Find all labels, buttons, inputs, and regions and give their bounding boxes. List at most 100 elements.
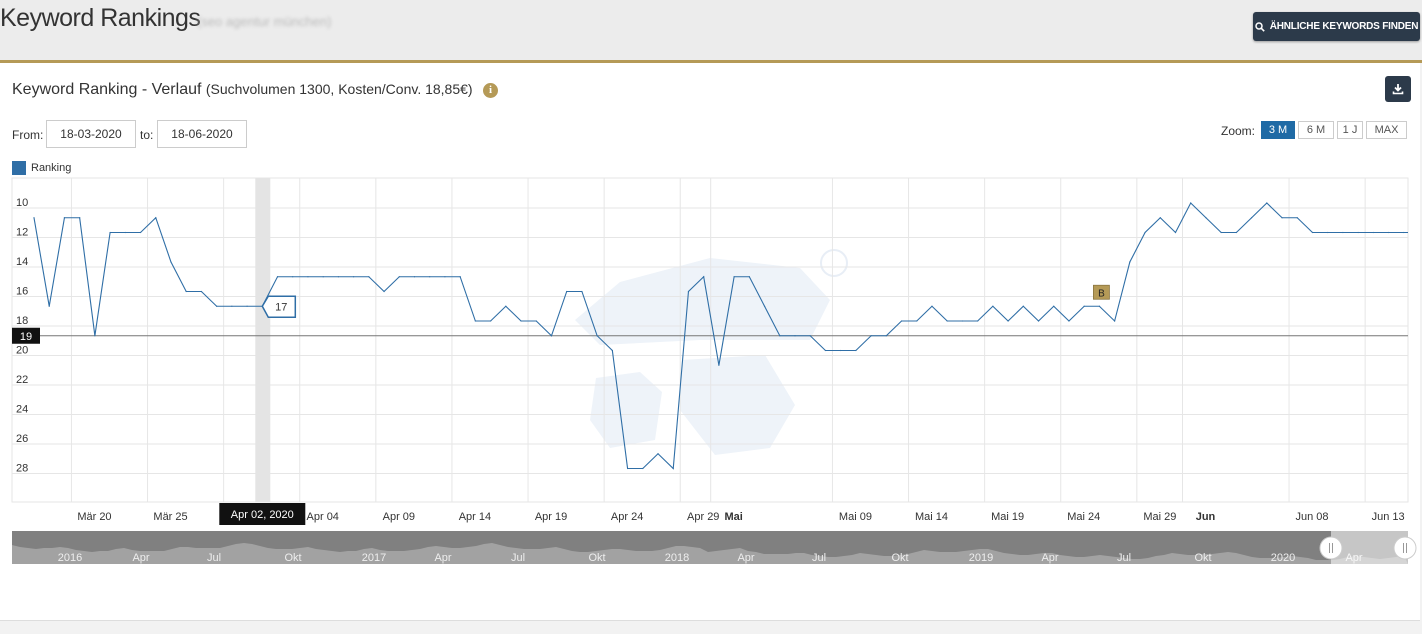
data-point[interactable] [1190, 202, 1192, 204]
data-point[interactable] [383, 290, 385, 293]
zoom-6m-button[interactable]: 6 M [1298, 121, 1334, 139]
data-point[interactable] [824, 349, 827, 352]
data-point[interactable] [63, 217, 66, 219]
data-point[interactable] [748, 276, 750, 278]
data-point[interactable] [276, 276, 279, 278]
data-point[interactable] [535, 320, 537, 322]
data-point[interactable] [992, 305, 994, 307]
data-point[interactable] [550, 335, 553, 337]
data-point[interactable] [1022, 305, 1024, 307]
from-date-input[interactable] [46, 120, 136, 148]
data-point[interactable] [231, 305, 233, 307]
data-point[interactable] [1418, 232, 1419, 233]
data-point[interactable] [657, 453, 659, 455]
data-point[interactable] [1403, 231, 1405, 234]
data-point[interactable] [1068, 320, 1070, 322]
data-point[interactable] [703, 276, 705, 278]
data-point[interactable] [1098, 305, 1100, 307]
data-point[interactable] [322, 276, 324, 278]
data-point[interactable] [459, 276, 461, 278]
data-point[interactable] [444, 276, 446, 278]
data-point[interactable] [1296, 217, 1298, 219]
data-point[interactable] [611, 349, 613, 352]
data-point[interactable] [109, 231, 111, 234]
zoom-3m-button[interactable]: 3 M [1261, 121, 1295, 139]
data-point[interactable] [1357, 231, 1359, 234]
data-point[interactable] [687, 290, 690, 293]
data-point[interactable] [1342, 231, 1344, 234]
data-point[interactable] [1311, 231, 1314, 234]
data-point[interactable] [368, 276, 370, 278]
data-point[interactable] [139, 231, 142, 234]
find-similar-keywords-button[interactable]: ÄHNLICHE KEYWORDS FINDEN [1253, 12, 1420, 41]
data-point[interactable] [185, 290, 187, 293]
data-point[interactable] [200, 290, 203, 293]
data-point[interactable] [1266, 202, 1268, 204]
data-point[interactable] [1159, 217, 1161, 219]
data-point[interactable] [1037, 320, 1040, 322]
data-point[interactable] [520, 320, 522, 322]
data-point[interactable] [900, 320, 903, 322]
data-point[interactable] [1387, 231, 1390, 234]
data-point[interactable] [779, 335, 781, 337]
data-point[interactable] [1053, 305, 1055, 307]
data-point[interactable] [246, 305, 248, 307]
data-point[interactable] [292, 276, 294, 278]
legend-label-ranking[interactable]: Ranking [31, 162, 72, 174]
data-point[interactable] [216, 305, 218, 307]
data-point[interactable] [48, 305, 50, 307]
data-point[interactable] [718, 364, 720, 366]
data-point[interactable] [474, 320, 476, 322]
data-point[interactable] [961, 320, 964, 322]
data-point[interactable] [855, 349, 857, 352]
data-point[interactable] [429, 276, 431, 278]
data-point[interactable] [1174, 231, 1177, 234]
to-date-input[interactable] [157, 120, 247, 148]
data-point[interactable] [505, 305, 507, 307]
data-point[interactable] [124, 231, 126, 234]
data-point[interactable] [1007, 320, 1009, 322]
zoom-max-button[interactable]: MAX [1366, 121, 1407, 139]
navigator-handle-right[interactable] [1393, 536, 1417, 560]
navigator[interactable]: 2016 Apr Jul Okt 2017 Apr Jul Okt 2018 Apr Jul Okt 2… [12, 531, 1417, 564]
data-point[interactable] [170, 261, 172, 263]
data-point[interactable] [916, 320, 918, 322]
info-icon[interactable]: i [483, 83, 499, 98]
data-point[interactable] [596, 335, 598, 337]
data-point[interactable] [581, 290, 583, 293]
data-point[interactable] [870, 335, 872, 337]
data-point[interactable] [566, 290, 568, 293]
data-point[interactable] [79, 217, 81, 219]
data-point[interactable] [1327, 231, 1329, 234]
data-point[interactable] [1372, 231, 1374, 234]
data-point[interactable] [1235, 231, 1237, 234]
data-point[interactable] [672, 467, 674, 470]
data-point[interactable] [977, 320, 979, 322]
data-point[interactable] [307, 276, 309, 278]
flag-marker[interactable]: B [1093, 284, 1110, 300]
legend-swatch-ranking[interactable] [12, 161, 26, 175]
data-point[interactable] [642, 467, 644, 470]
data-point[interactable] [809, 335, 811, 337]
data-point[interactable] [398, 276, 400, 278]
data-point[interactable] [794, 335, 796, 337]
zoom-1j-button[interactable]: 1 J [1337, 121, 1363, 139]
data-point[interactable] [155, 217, 157, 219]
data-point[interactable] [33, 217, 35, 219]
data-point[interactable] [1083, 305, 1085, 307]
data-point[interactable] [1114, 320, 1116, 322]
data-point[interactable] [94, 335, 96, 337]
data-point[interactable] [1220, 231, 1222, 234]
data-point[interactable] [413, 276, 416, 278]
data-point[interactable] [931, 305, 933, 307]
data-point[interactable] [1129, 261, 1131, 263]
data-point[interactable] [1281, 217, 1283, 219]
data-point[interactable] [733, 276, 735, 278]
data-point[interactable] [1144, 231, 1146, 234]
data-point[interactable] [946, 320, 948, 322]
data-point[interactable] [885, 335, 887, 337]
data-point[interactable] [840, 349, 842, 352]
data-point[interactable] [626, 467, 629, 470]
data-point[interactable] [353, 276, 355, 278]
data-point[interactable] [490, 320, 492, 322]
